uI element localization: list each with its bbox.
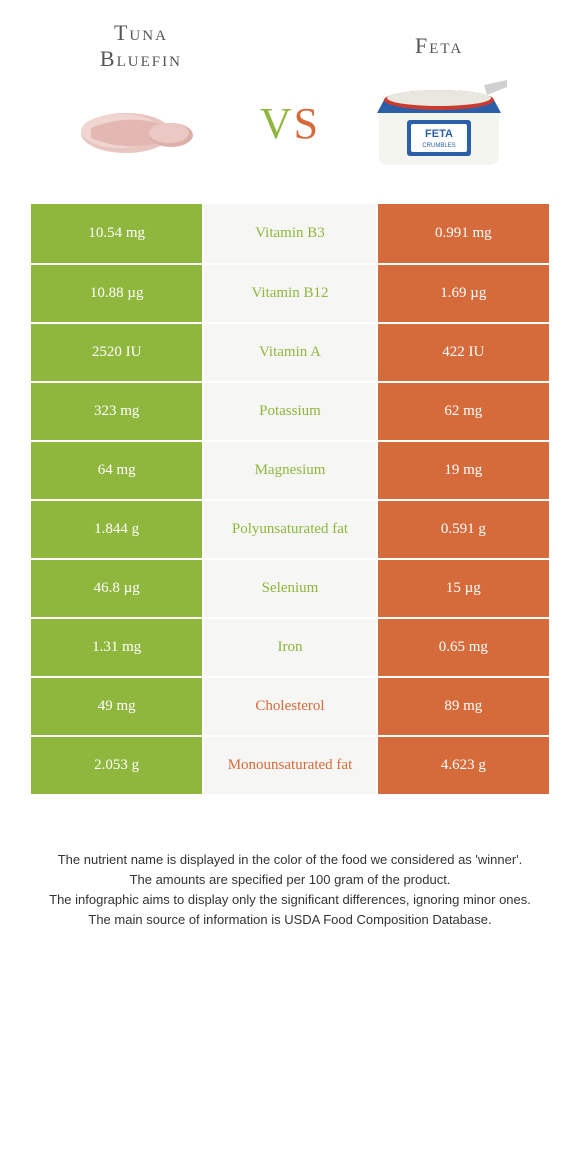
table-row: 46.8 µgSelenium15 µg [31,558,549,617]
table-row: 10.88 µgVitamin B121.69 µg [31,263,549,322]
footnotes: The nutrient name is displayed in the co… [30,850,550,931]
table-row: 49 mgCholesterol89 mg [31,676,549,735]
table-row: 10.54 mgVitamin B30.991 mg [31,204,549,263]
value-right: 0.991 mg [378,204,549,263]
nutrient-name: Monounsaturated fat [204,735,377,794]
footnote-line: The amounts are specified per 100 gram o… [40,870,540,890]
food1-column: Tuna Bluefin [30,20,252,178]
nutrient-name: Vitamin B3 [204,204,377,263]
value-left: 2.053 g [31,735,204,794]
table-row: 1.31 mgIron0.65 mg [31,617,549,676]
nutrient-name: Vitamin B12 [204,263,377,322]
value-right: 0.65 mg [378,617,549,676]
nutrient-name: Magnesium [204,440,377,499]
nutrient-table: 10.54 mgVitamin B30.991 mg10.88 µgVitami… [30,203,550,795]
nutrient-name: Iron [204,617,377,676]
value-left: 64 mg [31,440,204,499]
vs-v: V [260,99,294,148]
food2-title-line1: Feta [415,33,463,58]
food2-column: Feta FETA CRUMBLES [328,33,550,164]
value-left: 10.88 µg [31,263,204,322]
table-row: 64 mgMagnesium19 mg [31,440,549,499]
vs-label: VS [252,98,328,149]
tuna-icon [71,93,211,173]
value-left: 10.54 mg [31,204,204,263]
value-left: 1.31 mg [31,617,204,676]
svg-text:FETA: FETA [425,128,453,140]
food1-title-line1: Tuna [114,20,168,45]
value-right: 19 mg [378,440,549,499]
value-left: 46.8 µg [31,558,204,617]
nutrient-name: Selenium [204,558,377,617]
feta-icon: FETA CRUMBLES [369,65,509,175]
value-right: 1.69 µg [378,263,549,322]
vs-s: S [294,99,320,148]
value-right: 89 mg [378,676,549,735]
value-right: 4.623 g [378,735,549,794]
footnote-line: The main source of information is USDA F… [40,910,540,930]
value-left: 1.844 g [31,499,204,558]
comparison-header: Tuna Bluefin VS Feta [30,20,550,178]
value-right: 0.591 g [378,499,549,558]
food1-title-line2: Bluefin [100,46,182,71]
nutrient-name: Vitamin A [204,322,377,381]
value-right: 15 µg [378,558,549,617]
table-row: 323 mgPotassium62 mg [31,381,549,440]
value-left: 323 mg [31,381,204,440]
table-row: 1.844 gPolyunsaturated fat0.591 g [31,499,549,558]
value-left: 2520 IU [31,322,204,381]
value-right: 62 mg [378,381,549,440]
footnote-line: The nutrient name is displayed in the co… [40,850,540,870]
nutrient-name: Potassium [204,381,377,440]
nutrient-name: Polyunsaturated fat [204,499,377,558]
nutrient-name: Cholesterol [204,676,377,735]
food2-title: Feta [328,33,550,59]
footnote-line: The infographic aims to display only the… [40,890,540,910]
svg-text:CRUMBLES: CRUMBLES [422,143,455,149]
value-left: 49 mg [31,676,204,735]
table-row: 2.053 gMonounsaturated fat4.623 g [31,735,549,794]
food1-image [30,88,252,178]
food1-title: Tuna Bluefin [30,20,252,73]
value-right: 422 IU [378,322,549,381]
table-row: 2520 IUVitamin A422 IU [31,322,549,381]
food2-image: FETA CRUMBLES [328,75,550,165]
